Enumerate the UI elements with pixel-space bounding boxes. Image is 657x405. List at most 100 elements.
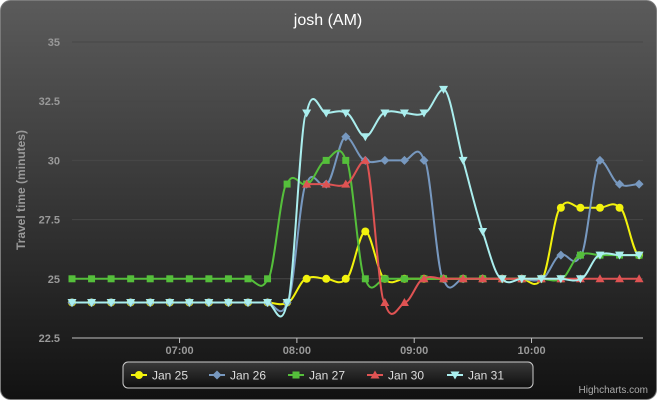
data-point[interactable] (400, 275, 408, 283)
data-point[interactable] (615, 274, 625, 283)
data-point[interactable] (556, 250, 566, 260)
legend-label: Jan 27 (309, 369, 345, 383)
data-point[interactable] (458, 274, 468, 283)
legend-item-jan-25[interactable]: Jan 25 (131, 369, 188, 383)
legend-marker[interactable] (450, 371, 460, 380)
x-tick-label: 10:00 (517, 345, 545, 357)
data-point[interactable] (243, 298, 253, 307)
data-point[interactable] (478, 274, 488, 283)
data-point[interactable] (439, 274, 449, 283)
data-point[interactable] (381, 275, 389, 283)
data-point[interactable] (244, 275, 252, 283)
data-point[interactable] (126, 298, 136, 307)
legend-label: Jan 26 (230, 369, 266, 383)
data-point[interactable] (595, 251, 605, 260)
data-point[interactable] (517, 275, 527, 284)
legend-item-jan-30[interactable]: Jan 30 (367, 369, 424, 383)
data-point[interactable] (615, 179, 625, 189)
data-point[interactable] (224, 275, 232, 283)
data-point[interactable] (595, 203, 604, 212)
legend-item-jan-27[interactable]: Jan 27 (288, 369, 345, 383)
data-point[interactable] (478, 227, 488, 236)
data-point[interactable] (575, 275, 585, 284)
data-point[interactable] (361, 275, 369, 283)
legend-label: Jan 25 (152, 369, 188, 383)
data-point[interactable] (146, 275, 154, 283)
data-point[interactable] (380, 109, 390, 118)
data-point[interactable] (322, 156, 330, 164)
data-point[interactable] (127, 275, 135, 283)
data-point[interactable] (439, 85, 449, 94)
data-point[interactable] (419, 109, 429, 118)
data-point[interactable] (556, 275, 566, 284)
data-point[interactable] (536, 275, 546, 284)
data-point[interactable] (342, 156, 350, 164)
data-point[interactable] (165, 298, 175, 307)
data-point[interactable] (263, 298, 273, 307)
data-point[interactable] (184, 298, 194, 307)
data-point[interactable] (145, 298, 155, 307)
data-point[interactable] (595, 155, 605, 165)
data-point[interactable] (205, 275, 213, 283)
data-point[interactable] (634, 251, 644, 260)
data-point[interactable] (341, 132, 351, 142)
data-point[interactable] (106, 298, 116, 307)
data-point[interactable] (399, 155, 409, 165)
data-point[interactable] (204, 298, 214, 307)
legend-marker[interactable] (292, 371, 300, 379)
data-point[interactable] (283, 180, 291, 188)
data-point[interactable] (282, 298, 292, 307)
data-point[interactable] (321, 109, 331, 118)
data-point[interactable] (361, 227, 370, 236)
data-point[interactable] (497, 275, 507, 284)
data-point[interactable] (223, 298, 233, 307)
data-point[interactable] (399, 109, 409, 118)
data-point[interactable] (458, 156, 468, 165)
data-point[interactable] (68, 275, 76, 283)
y-tick-label: 22.5 (39, 333, 60, 345)
legend-marker[interactable] (212, 370, 222, 380)
data-point[interactable] (264, 275, 272, 283)
legend-item-jan-26[interactable]: Jan 26 (209, 369, 266, 383)
data-point[interactable] (302, 109, 312, 118)
legend-item-jan-31[interactable]: Jan 31 (447, 369, 504, 383)
data-point[interactable] (321, 179, 331, 188)
data-point[interactable] (380, 155, 390, 165)
x-tick-label: 09:00 (400, 345, 428, 357)
data-point[interactable] (419, 155, 429, 165)
data-point[interactable] (595, 274, 605, 283)
legend: Jan 25 Jan 26 Jan 27 Jan 30 Jan 31 (122, 361, 534, 389)
legend-marker[interactable] (135, 371, 143, 379)
data-point[interactable] (185, 275, 193, 283)
data-point[interactable] (360, 133, 370, 142)
data-point[interactable] (88, 275, 96, 283)
data-point[interactable] (634, 274, 644, 283)
data-point[interactable] (576, 251, 584, 259)
data-point[interactable] (615, 251, 625, 260)
data-point[interactable] (166, 275, 174, 283)
data-point[interactable] (322, 274, 331, 283)
data-point[interactable] (615, 203, 624, 212)
data-point[interactable] (419, 274, 429, 283)
y-tick-label: 25 (48, 274, 60, 286)
y-tick-label: 35 (48, 37, 60, 49)
legend-marker[interactable] (370, 370, 380, 379)
data-point[interactable] (87, 298, 97, 307)
data-point[interactable] (380, 297, 390, 306)
data-point[interactable] (399, 297, 409, 306)
data-point[interactable] (341, 109, 351, 118)
data-point[interactable] (341, 179, 351, 188)
data-point[interactable] (341, 274, 350, 283)
credits-link[interactable]: Highcharts.com (579, 385, 648, 396)
data-point[interactable] (556, 203, 565, 212)
data-point[interactable] (302, 179, 312, 188)
data-point[interactable] (67, 298, 77, 307)
data-point[interactable] (634, 179, 644, 189)
data-point[interactable] (360, 155, 370, 164)
x-tick-label: 08:00 (283, 345, 311, 357)
data-point[interactable] (302, 274, 311, 283)
data-point[interactable] (107, 275, 115, 283)
data-point[interactable] (576, 203, 585, 212)
